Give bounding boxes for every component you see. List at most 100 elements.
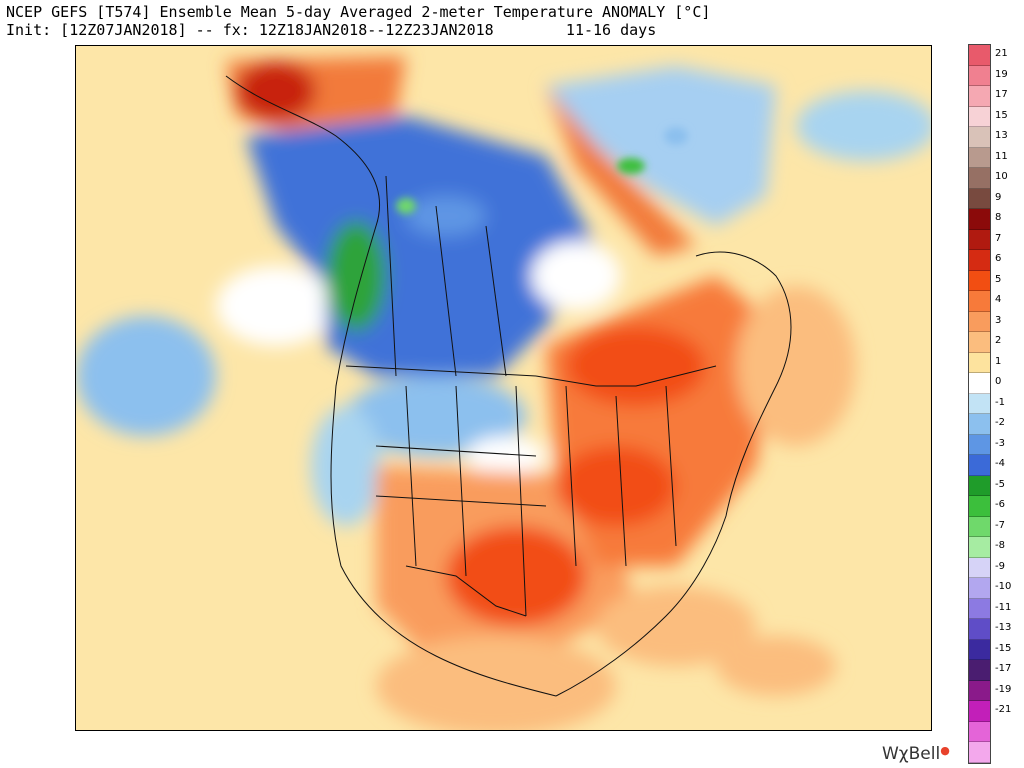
state-border-8: [665, 385, 677, 547]
init-label: Init: [12Z07JAN2018] -- fx: 12Z18JAN2018…: [6, 21, 494, 39]
northern-plains-cool: [346, 376, 526, 456]
color-scale-swatch: [969, 45, 990, 66]
color-scale-swatch: [969, 127, 990, 148]
color-scale-label: 17: [995, 89, 1008, 100]
color-scale-label: -4: [995, 458, 1005, 469]
logo-text: WχBell: [882, 744, 941, 764]
logo-dot-icon: ●: [940, 744, 950, 757]
color-scale-swatch: [969, 414, 990, 435]
color-scale-swatch: [969, 455, 990, 476]
color-scale-label: 10: [995, 171, 1008, 182]
color-scale-label: -1: [995, 396, 1005, 408]
color-scale-swatch: [969, 434, 990, 455]
color-scale-swatch: [969, 701, 990, 722]
color-scale-label: -21: [995, 704, 1012, 715]
color-scale-swatch: [969, 680, 990, 701]
color-scale-label: -8: [995, 540, 1005, 551]
color-scale-swatch: [969, 557, 990, 578]
central-plains-neutral: [466, 436, 546, 476]
color-scale-label: 3: [995, 314, 1002, 326]
great-lakes-warm-core: [566, 326, 706, 406]
color-scale-label: 19: [995, 68, 1008, 80]
color-scale-swatch: [969, 86, 990, 107]
color-scale-label: 4: [995, 294, 1002, 305]
color-scale-label: -13: [995, 622, 1012, 633]
state-border-7: [615, 395, 627, 567]
init-forecast-label: Init: [12Z07JAN2018] -- fx: 12Z18JAN2018…: [6, 22, 656, 39]
state-border-1: [375, 445, 537, 457]
bc-alberta-border: [385, 175, 397, 377]
color-scale-label: -9: [995, 560, 1005, 572]
color-scale-swatch: [969, 291, 990, 312]
state-border-2: [375, 495, 547, 507]
pacific-nw-cool: [311, 406, 381, 526]
color-scale-swatch: [969, 660, 990, 681]
color-scale-label: 13: [995, 130, 1008, 141]
color-scale-swatch: [969, 742, 990, 763]
color-scale-label: -6: [995, 499, 1005, 510]
atlantic-cool-anomaly: [796, 91, 931, 161]
color-scale-label: 9: [995, 191, 1002, 203]
texas-warm-core: [446, 526, 586, 626]
color-scale-swatch: [969, 475, 990, 496]
color-scale-swatch: [969, 516, 990, 537]
color-scale-label: 5: [995, 273, 1002, 285]
color-scale-label: 21: [995, 48, 1008, 59]
us-canada-border: [345, 365, 537, 377]
nunavut-cold-core: [406, 196, 486, 236]
color-scale-swatch: [969, 352, 990, 373]
color-scale-swatch: [969, 721, 990, 742]
color-scale-swatch: [969, 639, 990, 660]
state-border-3: [405, 385, 417, 567]
greenland-north-cool-patch: [664, 127, 688, 145]
east-coastline: [555, 251, 792, 697]
sask-manitoba-border: [485, 225, 507, 377]
color-scale-label: 7: [995, 232, 1002, 244]
political-boundaries: [225, 75, 792, 697]
alaska-strong-warm-core: [236, 61, 316, 121]
color-scale-swatch: [969, 373, 990, 394]
color-scale-bar: [968, 44, 991, 764]
atlantic-warm: [736, 286, 856, 446]
us-canada-border-east: [535, 365, 717, 387]
color-scale-swatch: [969, 598, 990, 619]
anomaly-map: [75, 45, 932, 731]
color-scale-swatch: [969, 188, 990, 209]
bc-strong-cold-core: [326, 221, 386, 331]
ohio-valley-warm-core: [556, 446, 676, 526]
color-scale-label: -2: [995, 417, 1005, 428]
color-scale-swatch: [969, 578, 990, 599]
chart-title: NCEP GEFS [T574] Ensemble Mean 5-day Ave…: [6, 3, 711, 21]
color-scale-swatch: [969, 147, 990, 168]
color-scale-label: 1: [995, 355, 1002, 367]
color-scale-swatch: [969, 332, 990, 353]
color-scale-label: -3: [995, 437, 1005, 449]
pacific-neutral-area: [216, 266, 336, 346]
state-border-5: [515, 385, 527, 617]
gulf-warm: [596, 586, 756, 666]
wxbell-logo: WχBell●: [882, 744, 950, 764]
color-scale-label: 15: [995, 109, 1008, 121]
color-scale-label: 8: [995, 212, 1002, 223]
color-scale-label: -19: [995, 683, 1012, 695]
color-scale-swatch: [969, 311, 990, 332]
state-border-4: [455, 385, 467, 577]
color-scale-swatch: [969, 496, 990, 517]
color-scale-label: 6: [995, 253, 1002, 264]
baffin-cold-patch: [617, 158, 645, 174]
color-scale-label: -17: [995, 663, 1012, 674]
us-mexico-border: [405, 565, 527, 617]
alberta-sask-border: [435, 205, 457, 377]
color-scale-swatch: [969, 168, 990, 189]
color-scale-swatch: [969, 65, 990, 86]
color-scale-label: -11: [995, 601, 1012, 613]
mexico-warm: [376, 636, 616, 730]
state-border-6: [565, 385, 577, 567]
color-scale-label: 2: [995, 335, 1002, 346]
pacific-cool-anomaly: [76, 316, 216, 436]
west-coastline: [225, 75, 557, 697]
color-scale-swatch: [969, 229, 990, 250]
color-scale-label: -7: [995, 519, 1005, 531]
color-scale-label: 11: [995, 150, 1008, 162]
color-scale-swatch: [969, 106, 990, 127]
